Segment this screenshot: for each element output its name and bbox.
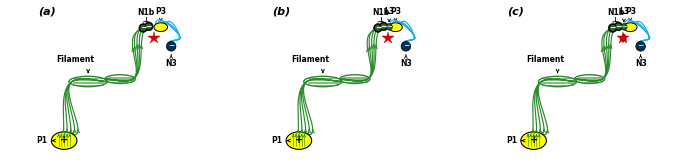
Text: −: −	[610, 23, 616, 32]
Text: P1: P1	[36, 136, 48, 145]
Ellipse shape	[51, 132, 77, 149]
Text: −: −	[638, 42, 644, 51]
Text: (a): (a)	[38, 6, 55, 16]
Circle shape	[146, 23, 152, 30]
Text: −: −	[402, 42, 409, 51]
Text: N1b: N1b	[607, 8, 624, 17]
Text: −: −	[386, 23, 392, 30]
Ellipse shape	[154, 23, 167, 32]
Circle shape	[608, 24, 617, 32]
Circle shape	[621, 24, 627, 30]
Ellipse shape	[624, 23, 637, 32]
Ellipse shape	[389, 23, 402, 32]
Circle shape	[139, 24, 148, 32]
Circle shape	[401, 42, 411, 51]
Circle shape	[167, 42, 176, 51]
Circle shape	[375, 25, 381, 31]
Text: +: +	[60, 135, 68, 145]
Text: L3: L3	[384, 7, 394, 16]
Text: Filament: Filament	[291, 55, 329, 64]
Text: P1: P1	[271, 136, 282, 145]
Circle shape	[144, 22, 153, 31]
Circle shape	[610, 25, 616, 31]
Text: −: −	[374, 23, 381, 32]
Text: Filament: Filament	[56, 55, 94, 64]
Ellipse shape	[521, 132, 547, 149]
Text: +: +	[529, 135, 538, 145]
Text: −: −	[615, 22, 622, 31]
Circle shape	[615, 23, 622, 30]
Text: (c): (c)	[508, 6, 524, 16]
Text: P3: P3	[625, 7, 636, 16]
Circle shape	[381, 23, 386, 30]
Text: −: −	[621, 23, 626, 30]
Circle shape	[636, 42, 645, 51]
Text: L3: L3	[619, 7, 629, 16]
Text: −: −	[380, 22, 386, 31]
Text: P3: P3	[390, 7, 401, 16]
Text: −: −	[168, 42, 174, 51]
Text: P3: P3	[155, 7, 167, 16]
Circle shape	[386, 24, 392, 30]
Text: N3: N3	[635, 59, 647, 68]
Text: (b): (b)	[272, 6, 290, 16]
Text: −: −	[146, 22, 152, 31]
Text: P1: P1	[506, 136, 517, 145]
Ellipse shape	[286, 132, 312, 149]
Text: N1b: N1b	[137, 8, 155, 17]
Circle shape	[140, 25, 146, 31]
Text: +: +	[295, 135, 303, 145]
Text: Filament: Filament	[526, 55, 564, 64]
Circle shape	[614, 22, 622, 31]
Circle shape	[374, 24, 382, 32]
Text: N1b: N1b	[372, 8, 389, 17]
Circle shape	[379, 22, 388, 31]
Text: N3: N3	[165, 59, 177, 68]
Text: N3: N3	[400, 59, 412, 68]
Text: −: −	[140, 23, 146, 32]
